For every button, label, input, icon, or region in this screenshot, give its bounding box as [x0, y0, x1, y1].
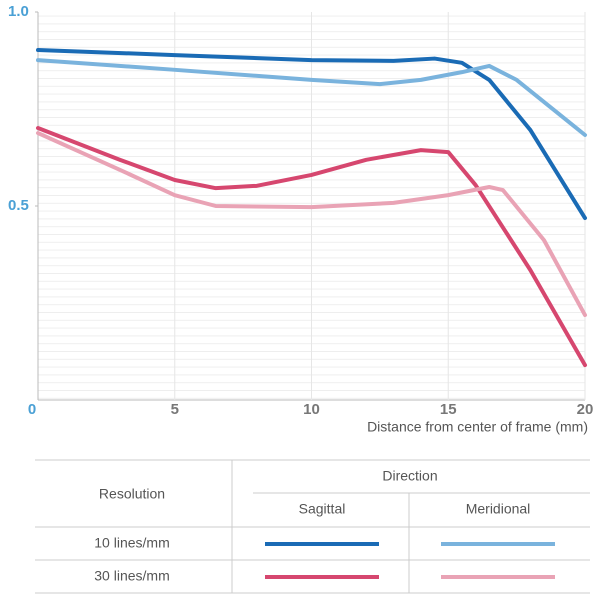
legend-row: 30 lines/mm	[94, 568, 169, 584]
y-tick-label: 0.5	[8, 197, 29, 214]
series-line	[36, 126, 587, 368]
legend-row: 10 lines/mm	[94, 535, 169, 551]
x-tick-label: 15	[440, 401, 457, 418]
x-tick-label: 5	[171, 401, 179, 418]
y-tick-label: 1.0	[8, 3, 29, 20]
x-tick-label: 10	[303, 401, 320, 418]
x-tick-label: 20	[577, 401, 594, 418]
legend-row-header: Resolution	[99, 486, 165, 502]
series-line	[36, 48, 587, 221]
legend-column-header: Direction	[382, 468, 437, 484]
x-axis-label: Distance from center of frame (mm)	[367, 419, 588, 435]
x-tick-label: 0	[28, 401, 36, 418]
series-line	[36, 131, 587, 318]
series-line	[36, 58, 587, 137]
legend-column: Meridional	[466, 501, 531, 517]
legend-column: Sagittal	[299, 501, 346, 517]
legend-table	[35, 459, 590, 594]
